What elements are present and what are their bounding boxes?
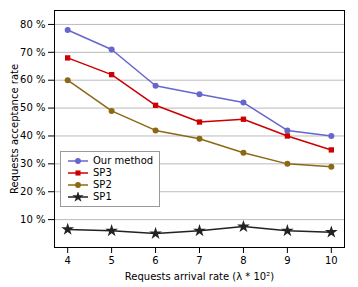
svg-text:7: 7 <box>196 255 202 266</box>
svg-text:60 %: 60 % <box>20 74 45 85</box>
html-text:SP3: SP3 <box>93 167 112 178</box>
svg-text:20 %: 20 % <box>20 186 45 197</box>
svg-text:5: 5 <box>108 255 114 266</box>
svg-text:6: 6 <box>152 255 158 266</box>
svg-text:50 %: 50 % <box>20 102 45 113</box>
svg-text:30 %: 30 % <box>20 158 45 169</box>
svg-text:9: 9 <box>284 255 290 266</box>
svg-text:40 %: 40 % <box>20 130 45 141</box>
html-text:SP2: SP2 <box>93 179 112 190</box>
html-text:Our method: Our method <box>93 155 154 166</box>
svg-text:Requests acceptance rate: Requests acceptance rate <box>9 64 20 194</box>
html-text:SP1: SP1 <box>93 191 112 202</box>
svg-text:80 %: 80 % <box>20 19 45 30</box>
svg-text:10: 10 <box>325 255 338 266</box>
svg-text:Requests arrival rate (λ * 10²: Requests arrival rate (λ * 10²) <box>125 271 274 282</box>
svg-text:70 %: 70 % <box>20 47 45 58</box>
svg-text:10 %: 10 % <box>20 214 45 225</box>
svg-text:8: 8 <box>240 255 246 266</box>
svg-text:4: 4 <box>64 255 70 266</box>
